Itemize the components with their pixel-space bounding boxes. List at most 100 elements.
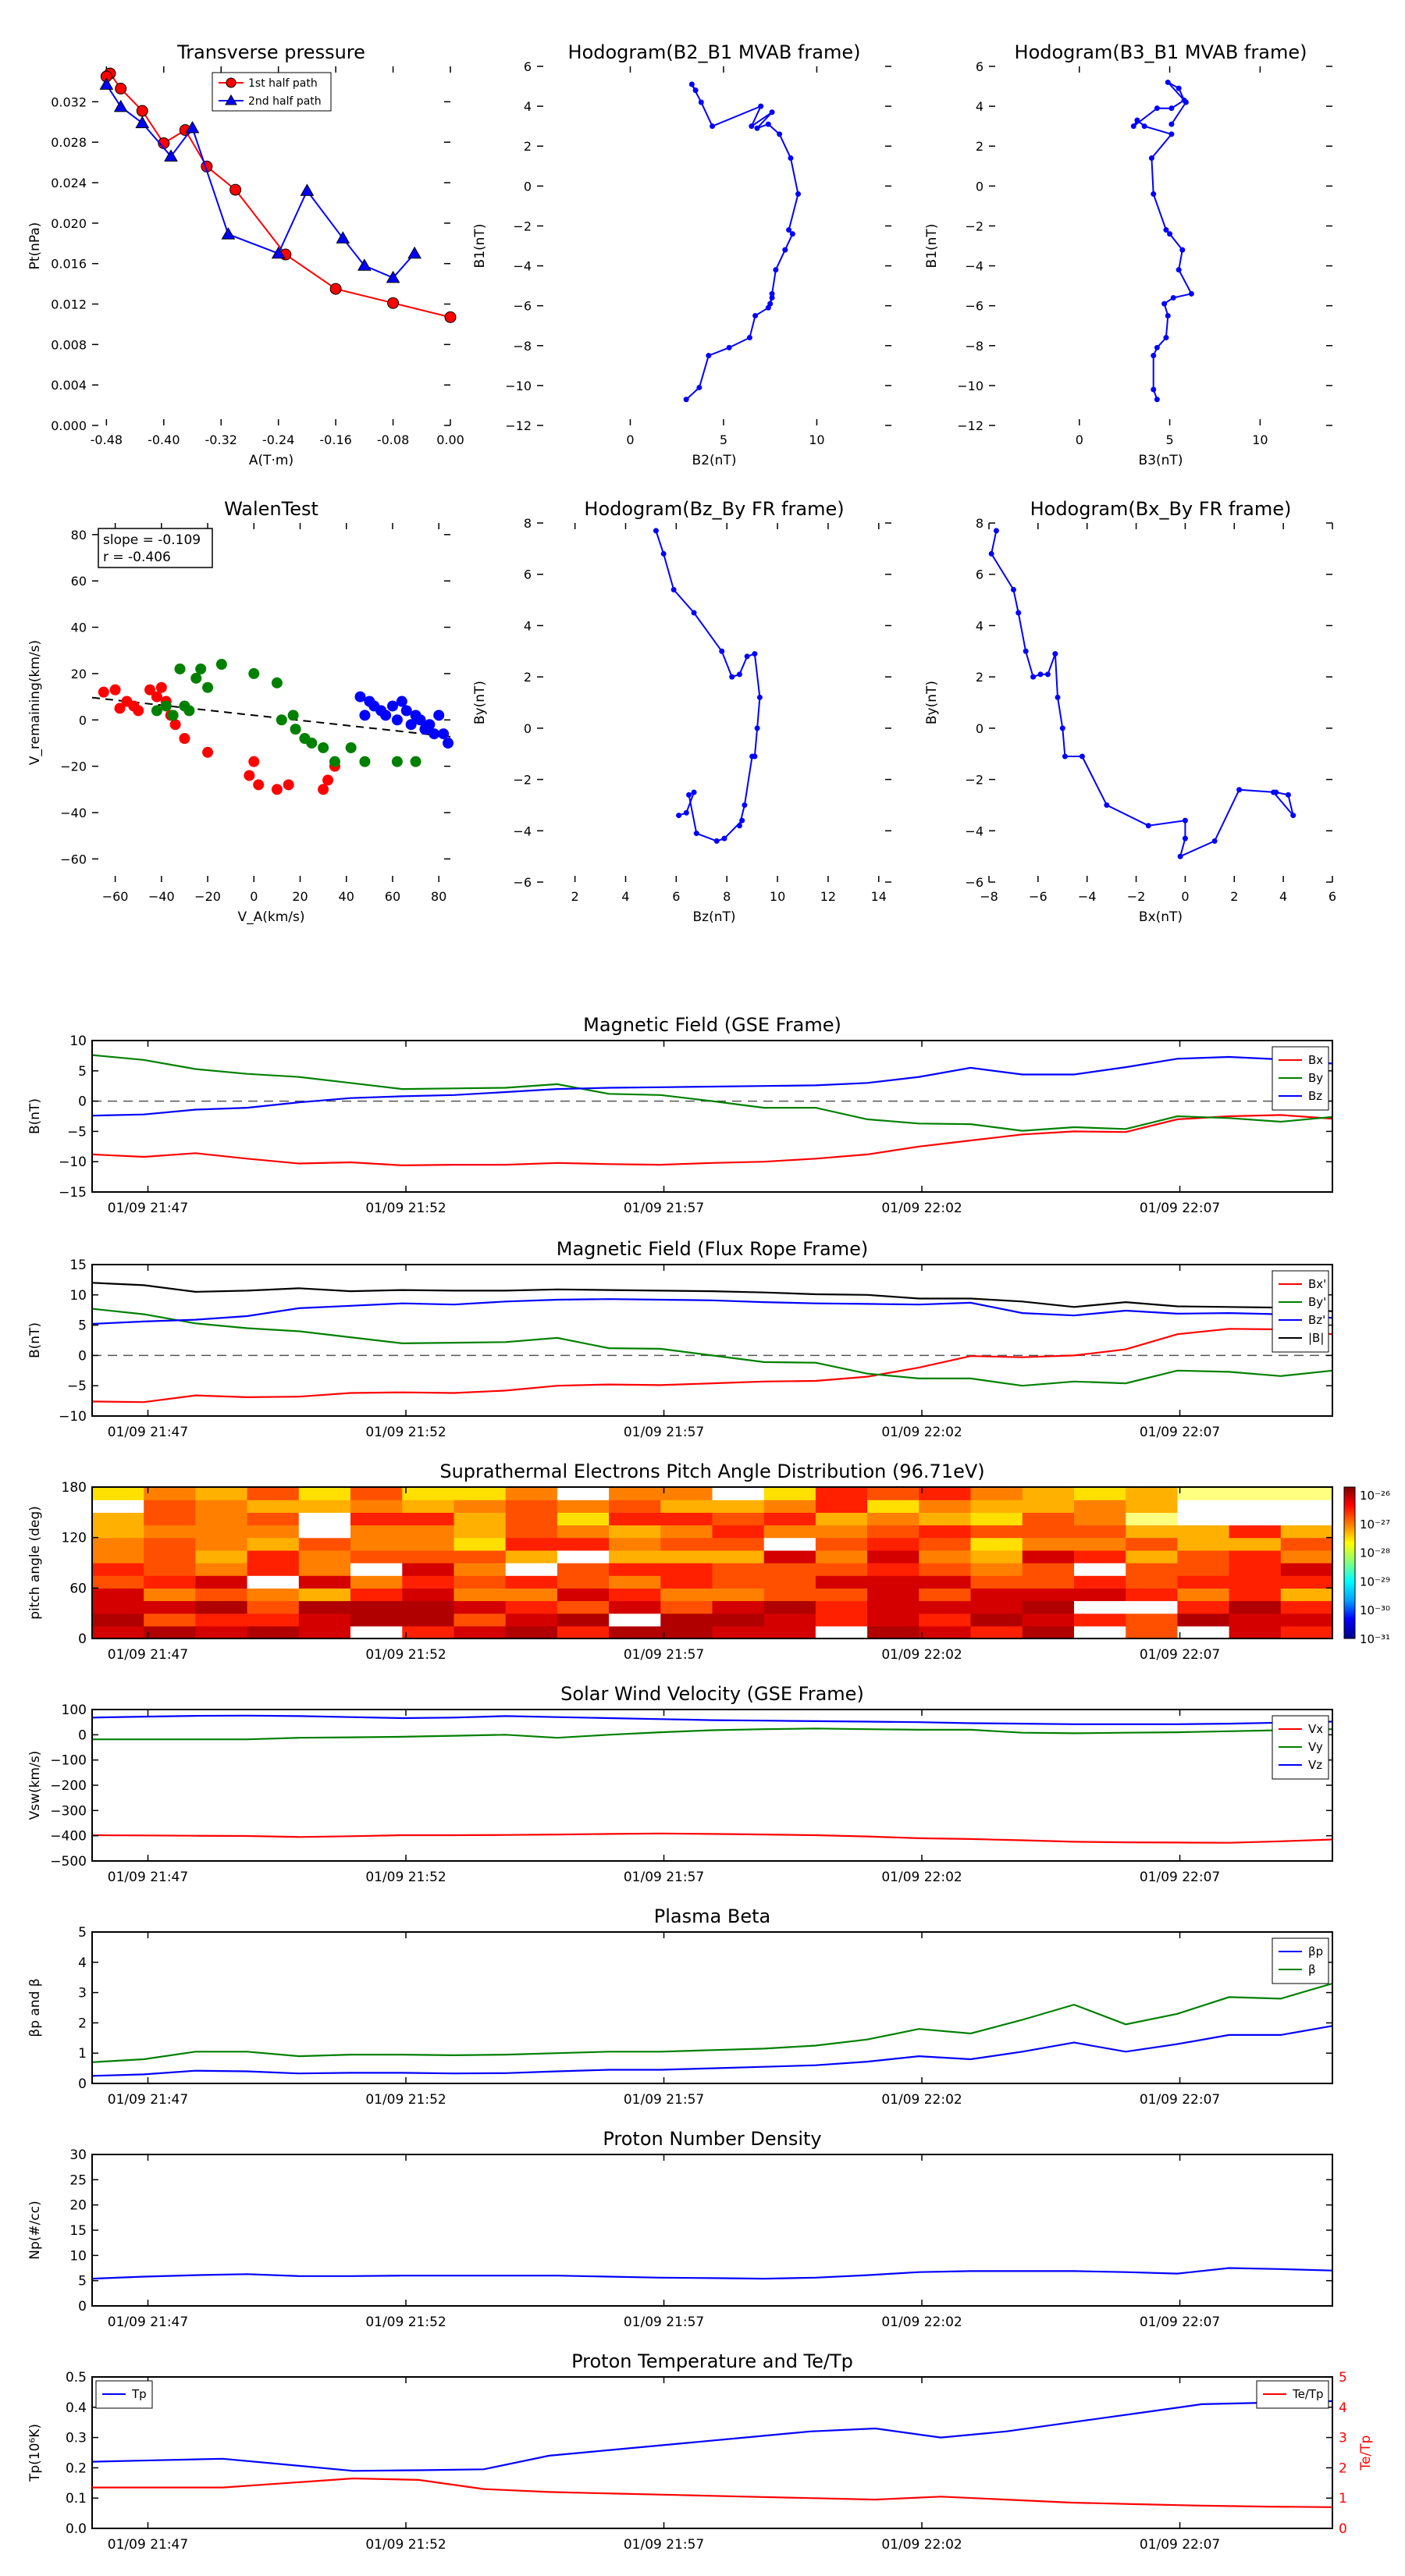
y-tick-label: 30 <box>69 2147 87 2163</box>
y-tick-label: 0.008 <box>51 337 87 352</box>
data-point <box>767 301 774 307</box>
heatmap-cell <box>867 1537 919 1551</box>
data-point <box>407 246 422 259</box>
data-point <box>1052 651 1058 657</box>
heatmap-cell <box>1126 1575 1178 1589</box>
heatmap-cell <box>1126 1600 1178 1614</box>
chart-title: Hodogram(Bz_By FR frame) <box>584 498 844 520</box>
colorbar-tick-label: 10⁻²⁶ <box>1360 1489 1390 1503</box>
data-point <box>1176 85 1182 91</box>
heatmap-cell <box>1229 1588 1282 1602</box>
y-tick-label: 6 <box>524 59 532 74</box>
data-point <box>1165 79 1171 85</box>
heatmap-cell <box>867 1625 919 1639</box>
heatmap-cell <box>350 1487 403 1500</box>
chart-title: Hodogram(B3_B1 MVAB frame) <box>1015 41 1307 63</box>
data-point <box>1177 853 1183 859</box>
heatmap-cell <box>1229 1525 1282 1539</box>
y-tick-label: 0 <box>78 1727 87 1743</box>
x-tick-label: -0.40 <box>148 432 180 447</box>
y-tick-label: −10 <box>957 379 984 393</box>
scatter-point-y <box>202 681 214 693</box>
y-tick-label: 0.4 <box>66 2400 87 2416</box>
fit-line <box>91 696 451 738</box>
data-point <box>653 528 659 534</box>
scatter-point-z <box>405 719 417 731</box>
heatmap-cell <box>557 1537 610 1551</box>
x-tick-label: 6 <box>672 889 680 904</box>
heatmap-cell <box>505 1613 558 1627</box>
series-line-2nd-half-path <box>105 84 415 279</box>
heatmap-cell <box>1126 1525 1178 1539</box>
time-tick-label: 01/09 21:47 <box>108 1425 188 1440</box>
y-tick-label: −4 <box>513 259 532 274</box>
chart-mag-fr: Magnetic Field (Flux Rope Frame) −10 −5 0 5 1… <box>27 1238 1333 1440</box>
y-tick-label: −5 <box>67 1124 87 1140</box>
scatter-point-x <box>271 784 283 795</box>
heatmap-cell <box>763 1525 816 1539</box>
heatmap-cell <box>454 1512 507 1526</box>
y-tick-label: 15 <box>69 1258 87 1273</box>
time-tick-label: 01/09 22:07 <box>1140 1201 1220 1216</box>
y-tick-label: 0.012 <box>51 297 87 312</box>
time-tick-label: 01/09 21:57 <box>624 1425 704 1440</box>
scatter-point-y <box>174 663 186 674</box>
heatmap-cell <box>609 1563 661 1576</box>
heatmap-cell <box>402 1575 455 1589</box>
x-tick-label: 12 <box>820 889 836 904</box>
heatmap-cell <box>1280 1563 1333 1576</box>
scatter-point-x <box>202 746 214 758</box>
data-point <box>749 753 756 760</box>
x-tick-label: 5 <box>720 432 727 447</box>
chart-title: Solar Wind Velocity (GSE Frame) <box>560 1683 864 1705</box>
heatmap-cell <box>1126 1500 1178 1513</box>
heatmap-cell <box>609 1512 661 1526</box>
heatmap-cell <box>92 1500 144 1513</box>
colorbar-tick-label: 10⁻²⁷ <box>1360 1517 1390 1532</box>
y-axis-label: B1(nT) <box>924 224 940 269</box>
data-point <box>691 610 697 616</box>
heatmap-cell <box>815 1537 868 1551</box>
x-tick-label: 0 <box>250 889 258 904</box>
heatmap-cell <box>763 1563 816 1576</box>
heatmap-cell <box>1229 1613 1282 1627</box>
data-point <box>135 116 150 129</box>
scatter-point-x <box>244 770 255 781</box>
heatmap-cell <box>144 1600 196 1614</box>
series-line-|B| <box>91 1282 1333 1312</box>
heatmap-cell <box>92 1563 144 1576</box>
heatmap-cell <box>815 1525 868 1539</box>
data-point <box>1170 294 1176 301</box>
data-point <box>988 550 994 557</box>
y-axis-label: Np(#/cc) <box>27 2201 43 2259</box>
heatmap-cell <box>712 1575 765 1589</box>
data-point <box>670 586 677 592</box>
time-tick-label: 01/09 21:52 <box>365 1647 446 1663</box>
heatmap-cell <box>144 1537 196 1551</box>
hodogram-trace <box>685 84 799 400</box>
heatmap-cell <box>195 1525 248 1539</box>
heatmap-cell <box>1126 1613 1178 1627</box>
data-point <box>1165 312 1171 318</box>
data-point <box>271 246 286 259</box>
y-tick-label: 2 <box>976 139 984 154</box>
y-tick-label: 20 <box>71 667 87 681</box>
plot-frame <box>91 1931 1333 2084</box>
data-point <box>1236 787 1243 793</box>
heatmap-cell <box>454 1525 507 1539</box>
heatmap-cell <box>970 1537 1023 1551</box>
heatmap-cell <box>454 1575 507 1589</box>
x-tick-label: 0 <box>626 432 634 447</box>
heatmap-cell <box>402 1600 455 1614</box>
heatmap-cell <box>763 1600 816 1614</box>
x-tick-label: -0.48 <box>91 432 123 447</box>
heatmap-cell <box>298 1512 351 1526</box>
scatter-point-x <box>179 733 190 744</box>
heatmap-cell <box>815 1550 868 1564</box>
x-tick-label: 40 <box>339 889 354 904</box>
chart-mag-gse: Magnetic Field (GSE Frame) −15 −10 −5 0 5 10 01… <box>27 1014 1333 1216</box>
legend-marker <box>226 77 237 88</box>
y-tick-label: 25 <box>69 2172 87 2188</box>
heatmap-cell <box>660 1588 713 1602</box>
data-point <box>1161 301 1168 307</box>
